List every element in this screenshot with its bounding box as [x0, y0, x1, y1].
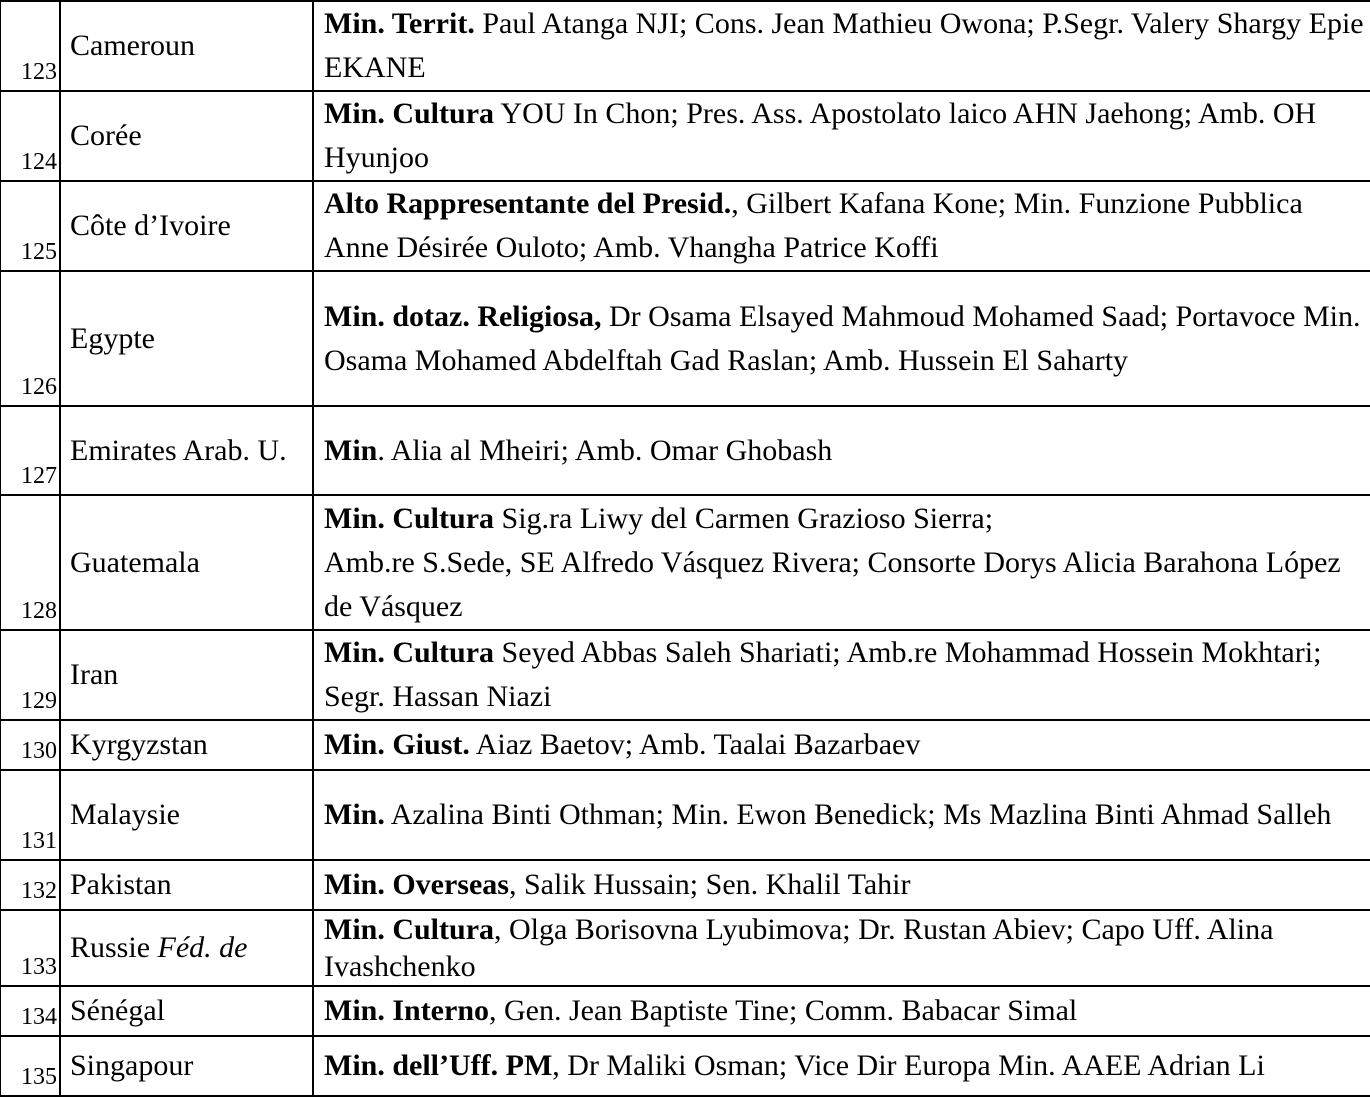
table-row: 133 Russie Féd. de Min. Cultura, Olga Bori…	[0, 909, 1370, 987]
delegation-members: , Dr Maliki Osman; Vice Dir Europa Min. …	[552, 1049, 1265, 1082]
table-row: 125 Côte d’Ivoire Alto Rappresentante del …	[0, 180, 1370, 272]
country-name: Russie	[70, 931, 158, 964]
row-number: 132	[0, 859, 61, 911]
country-name: Egypte	[70, 321, 155, 355]
row-number: 129	[0, 629, 61, 721]
country-cell: Egypte	[59, 270, 314, 407]
delegation-members: , Gilbert Kafana Kone; Min. Funzione Pub…	[324, 187, 1303, 264]
delegation-title: Alto Rappresentante del Presid.	[324, 187, 732, 220]
country-cell: Singapour	[59, 1035, 314, 1097]
delegation-title: Min. Interno	[324, 994, 489, 1027]
country-name: Guatemala	[70, 545, 200, 579]
delegation-cell: Min. Territ. Paul Atanga NJI; Cons. Jean…	[312, 0, 1370, 92]
country-cell: Russie Féd. de	[59, 909, 314, 987]
delegation-title: Min. Cultura	[324, 97, 495, 130]
row-number: 124	[0, 90, 61, 182]
country-name: Singapour	[70, 1049, 194, 1082]
row-number: 125	[0, 180, 61, 272]
row-number: 135	[0, 1035, 61, 1097]
row-number: 130	[0, 719, 61, 771]
country-cell: Malaysie	[59, 769, 314, 861]
table-row: 128 Guatemala Min. Cultura Sig.ra Liwy del…	[0, 494, 1370, 631]
delegation-title: Min.	[324, 798, 385, 831]
country-name: Pakistan	[70, 868, 172, 901]
row-number: 128	[0, 494, 61, 631]
delegation-cell: Min. dotaz. Religiosa, Dr Osama Elsayed …	[312, 270, 1370, 407]
country-cell: Guatemala	[59, 494, 314, 631]
delegation-members: Aiaz Baetov; Amb. Taalai Bazarbaev	[469, 728, 921, 761]
country-cell: Emirates Arab. U.	[59, 405, 314, 496]
delegation-members: Sig.ra Liwy del Carmen Grazioso Sierra; …	[324, 501, 1341, 623]
table-row: 127 Emirates Arab. U. Min. Alia al Mheiri;…	[0, 405, 1370, 496]
row-number: 127	[0, 405, 61, 496]
row-number: 131	[0, 769, 61, 861]
row-number: 126	[0, 270, 61, 407]
country-cell: Pakistan	[59, 859, 314, 911]
country-name: Cameroun	[70, 29, 195, 62]
country-name: Sénégal	[70, 994, 165, 1027]
delegation-members: YOU In Chon; Pres. Ass. Apostolato laico…	[324, 97, 1317, 174]
country-cell: Côte d’Ivoire	[59, 180, 314, 272]
table-row: 131 Malaysie Min. Azalina Binti Othman; Mi…	[0, 769, 1370, 861]
delegation-title: Min. Cultura	[324, 913, 495, 946]
country-name: Corée	[70, 119, 142, 152]
country-name-italic: Féd. de	[157, 931, 248, 964]
row-number: 123	[0, 0, 61, 92]
table-row: 124 Corée Min. Cultura YOU In Chon; Pres. …	[0, 90, 1370, 182]
delegation-cell: Min. Cultura Sig.ra Liwy del Carmen Graz…	[312, 494, 1370, 631]
country-name: Iran	[70, 658, 119, 691]
delegation-cell: Min. Giust. Aiaz Baetov; Amb. Taalai Baz…	[312, 719, 1370, 771]
delegation-members: Seyed Abbas Saleh Shariati; Amb.re Moham…	[324, 636, 1322, 713]
delegation-cell: Min. Cultura YOU In Chon; Pres. Ass. Apo…	[312, 90, 1370, 182]
row-number: 134	[0, 985, 61, 1037]
table-row: 132 Pakistan Min. Overseas, Salik Hussain;…	[0, 859, 1370, 911]
table-row: 135 Singapour Min. dell’Uff. PM, Dr Maliki…	[0, 1035, 1370, 1097]
country-name: Kyrgyzstan	[70, 728, 208, 761]
delegation-cell: Min. Cultura, Olga Borisovna Lyubimova; …	[312, 909, 1370, 987]
delegation-cell: Min. Interno, Gen. Jean Baptiste Tine; C…	[312, 985, 1370, 1037]
row-number: 133	[0, 909, 61, 987]
table-row: 123 Cameroun Min. Territ. Paul Atanga NJI;…	[0, 0, 1370, 92]
table-row: 134 Sénégal Min. Interno, Gen. Jean Baptis…	[0, 985, 1370, 1037]
delegation-cell: Alto Rappresentante del Presid., Gilbert…	[312, 180, 1370, 272]
delegation-members: , Salik Hussain; Sen. Khalil Tahir	[508, 868, 911, 901]
country-cell: Corée	[59, 90, 314, 182]
delegation-title: Min. Cultura	[324, 636, 495, 669]
delegation-cell: Min. Overseas, Salik Hussain; Sen. Khali…	[312, 859, 1370, 911]
country-cell: Sénégal	[59, 985, 314, 1037]
country-cell: Cameroun	[59, 0, 314, 92]
delegation-title: Min. Territ.	[324, 7, 475, 40]
delegation-title: Min. dell’Uff. PM	[324, 1049, 553, 1082]
country-cell: Iran	[59, 629, 314, 721]
delegation-members: . Alia al Mheiri; Amb. Omar Ghobash	[377, 433, 833, 467]
country-name: Côte d’Ivoire	[70, 209, 231, 242]
country-name: Malaysie	[70, 798, 180, 831]
delegation-title: Min. Giust.	[324, 728, 470, 761]
country-name: Emirates Arab. U.	[70, 433, 287, 467]
delegation-members: Paul Atanga NJI; Cons. Jean Mathieu Owon…	[324, 7, 1364, 84]
country-cell: Kyrgyzstan	[59, 719, 314, 771]
delegation-title: Min	[324, 433, 378, 467]
delegation-members: , Gen. Jean Baptiste Tine; Comm. Babacar…	[489, 994, 1078, 1027]
delegation-members: , Olga Borisovna Lyubimova; Dr. Rustan A…	[324, 913, 1274, 983]
table-row: 129 Iran Min. Cultura Seyed Abbas Saleh Sh…	[0, 629, 1370, 721]
table-row: 130 Kyrgyzstan Min. Giust. Aiaz Baetov; Am…	[0, 719, 1370, 771]
delegation-members: Azalina Binti Othman; Min. Ewon Benedick…	[384, 798, 1332, 831]
delegation-cell: Min. Cultura Seyed Abbas Saleh Shariati;…	[312, 629, 1370, 721]
table-row: 126 Egypte Min. dotaz. Religiosa, Dr Osama…	[0, 270, 1370, 407]
delegation-title: Min. Overseas	[324, 868, 509, 901]
delegation-cell: Min. dell’Uff. PM, Dr Maliki Osman; Vice…	[312, 1035, 1370, 1097]
delegation-members: Dr Osama Elsayed Mahmoud Mohamed Saad; P…	[324, 299, 1361, 377]
delegation-cell: Min. Azalina Binti Othman; Min. Ewon Ben…	[312, 769, 1370, 861]
delegation-cell: Min. Alia al Mheiri; Amb. Omar Ghobash	[312, 405, 1370, 496]
delegation-title: Min. Cultura	[324, 501, 495, 535]
delegation-title: Min. dotaz. Religiosa,	[324, 299, 602, 333]
